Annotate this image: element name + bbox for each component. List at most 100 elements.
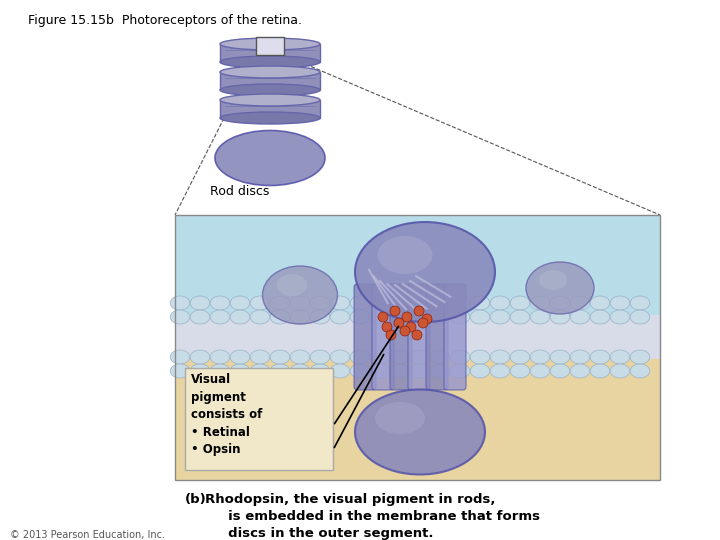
Ellipse shape bbox=[402, 312, 412, 322]
Ellipse shape bbox=[414, 306, 424, 316]
Ellipse shape bbox=[611, 350, 630, 364]
Ellipse shape bbox=[422, 314, 432, 324]
Ellipse shape bbox=[530, 350, 550, 364]
Ellipse shape bbox=[210, 296, 230, 310]
Ellipse shape bbox=[539, 270, 567, 290]
Ellipse shape bbox=[590, 364, 610, 378]
Polygon shape bbox=[175, 353, 660, 480]
FancyBboxPatch shape bbox=[256, 37, 284, 55]
Ellipse shape bbox=[290, 310, 310, 324]
Ellipse shape bbox=[390, 350, 410, 364]
Ellipse shape bbox=[410, 296, 430, 310]
Ellipse shape bbox=[230, 350, 250, 364]
Ellipse shape bbox=[450, 350, 470, 364]
Ellipse shape bbox=[277, 274, 307, 296]
Ellipse shape bbox=[355, 222, 495, 322]
FancyBboxPatch shape bbox=[354, 284, 376, 390]
Ellipse shape bbox=[330, 310, 350, 324]
Ellipse shape bbox=[220, 66, 320, 78]
Ellipse shape bbox=[290, 350, 310, 364]
Ellipse shape bbox=[550, 364, 570, 378]
Ellipse shape bbox=[490, 364, 510, 378]
Ellipse shape bbox=[470, 350, 490, 364]
Ellipse shape bbox=[470, 296, 490, 310]
Ellipse shape bbox=[220, 56, 320, 68]
Ellipse shape bbox=[170, 310, 190, 324]
Ellipse shape bbox=[370, 350, 390, 364]
Ellipse shape bbox=[251, 350, 270, 364]
Ellipse shape bbox=[410, 364, 430, 378]
Ellipse shape bbox=[230, 310, 250, 324]
Ellipse shape bbox=[170, 296, 190, 310]
Ellipse shape bbox=[230, 296, 250, 310]
Ellipse shape bbox=[510, 364, 530, 378]
Ellipse shape bbox=[350, 310, 370, 324]
Ellipse shape bbox=[330, 364, 350, 378]
Ellipse shape bbox=[310, 364, 330, 378]
Ellipse shape bbox=[230, 364, 250, 378]
Ellipse shape bbox=[450, 296, 470, 310]
Ellipse shape bbox=[220, 94, 320, 106]
Polygon shape bbox=[220, 72, 320, 90]
Ellipse shape bbox=[270, 350, 289, 364]
Ellipse shape bbox=[570, 296, 590, 310]
Ellipse shape bbox=[611, 310, 630, 324]
Ellipse shape bbox=[570, 364, 590, 378]
Ellipse shape bbox=[210, 364, 230, 378]
Ellipse shape bbox=[490, 310, 510, 324]
Ellipse shape bbox=[550, 296, 570, 310]
Ellipse shape bbox=[590, 296, 610, 310]
Ellipse shape bbox=[378, 312, 388, 322]
Ellipse shape bbox=[386, 330, 396, 340]
Ellipse shape bbox=[510, 350, 530, 364]
Ellipse shape bbox=[382, 322, 392, 332]
Ellipse shape bbox=[611, 364, 630, 378]
Ellipse shape bbox=[550, 350, 570, 364]
Ellipse shape bbox=[394, 318, 404, 328]
Ellipse shape bbox=[431, 350, 450, 364]
Ellipse shape bbox=[251, 296, 270, 310]
Ellipse shape bbox=[390, 306, 400, 316]
Ellipse shape bbox=[190, 296, 210, 310]
Ellipse shape bbox=[410, 310, 430, 324]
Text: Rod discs: Rod discs bbox=[210, 185, 269, 198]
FancyBboxPatch shape bbox=[372, 284, 394, 390]
Ellipse shape bbox=[590, 350, 610, 364]
Ellipse shape bbox=[350, 350, 370, 364]
FancyBboxPatch shape bbox=[444, 284, 466, 390]
Ellipse shape bbox=[490, 296, 510, 310]
Ellipse shape bbox=[390, 296, 410, 310]
Text: Rhodopsin, the visual pigment in rods,
     is embedded in the membrane that for: Rhodopsin, the visual pigment in rods, i… bbox=[205, 493, 540, 540]
Polygon shape bbox=[220, 100, 320, 118]
Ellipse shape bbox=[510, 296, 530, 310]
Ellipse shape bbox=[550, 310, 570, 324]
Ellipse shape bbox=[310, 350, 330, 364]
Ellipse shape bbox=[220, 84, 320, 96]
Ellipse shape bbox=[350, 296, 370, 310]
Ellipse shape bbox=[215, 131, 325, 186]
Ellipse shape bbox=[170, 364, 190, 378]
Ellipse shape bbox=[270, 296, 289, 310]
Ellipse shape bbox=[630, 296, 649, 310]
Ellipse shape bbox=[630, 310, 649, 324]
Ellipse shape bbox=[406, 322, 416, 332]
Ellipse shape bbox=[570, 310, 590, 324]
Ellipse shape bbox=[310, 296, 330, 310]
Ellipse shape bbox=[450, 364, 470, 378]
Ellipse shape bbox=[630, 364, 649, 378]
Ellipse shape bbox=[330, 296, 350, 310]
Ellipse shape bbox=[290, 296, 310, 310]
Ellipse shape bbox=[431, 310, 450, 324]
Ellipse shape bbox=[370, 296, 390, 310]
FancyBboxPatch shape bbox=[390, 284, 412, 390]
Ellipse shape bbox=[355, 389, 485, 475]
Ellipse shape bbox=[390, 364, 410, 378]
Ellipse shape bbox=[490, 350, 510, 364]
Ellipse shape bbox=[290, 364, 310, 378]
Polygon shape bbox=[220, 44, 320, 62]
FancyBboxPatch shape bbox=[185, 368, 333, 470]
Ellipse shape bbox=[431, 364, 450, 378]
Ellipse shape bbox=[418, 318, 428, 328]
FancyBboxPatch shape bbox=[426, 284, 448, 390]
Text: (b): (b) bbox=[185, 493, 207, 506]
